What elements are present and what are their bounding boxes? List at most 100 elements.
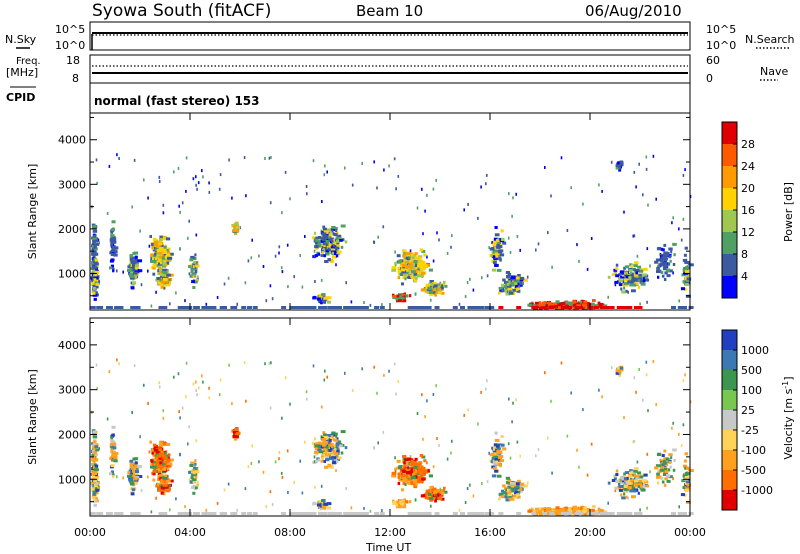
echo-cell [231,429,235,433]
echo-cell [308,512,314,515]
echo-cell [314,450,319,454]
echo-cell [93,472,98,475]
echo-cell [620,287,623,291]
echo-cell [312,502,317,506]
echo-cell [202,175,204,179]
echo-cell [286,449,289,453]
echo-cell [161,248,167,252]
echo-cell [599,306,605,309]
echo-cell [497,462,501,466]
echo-cell [155,466,160,470]
echo-cell [489,512,495,515]
echo-cell [163,476,168,480]
echo-cell [400,272,404,276]
colorbar-segment [722,122,737,145]
echo-cell [636,460,639,464]
echo-cell [382,225,385,229]
echo-cell [195,233,198,237]
echo-cell [329,456,332,460]
echo-cell [684,489,689,492]
echo-cell [152,465,157,469]
echo-cell [504,492,509,496]
echo-cell [577,508,582,512]
colorbar-segment [722,254,737,277]
echo-cell [566,229,569,232]
echo-cell [413,465,418,469]
echo-cell [244,487,247,491]
echo-cell [625,275,631,279]
echo-cell [324,260,329,263]
colorbar-tick-label: 1000 [741,344,769,357]
echo-cell [616,512,622,515]
echo-cell [496,449,500,453]
echo-cell [177,512,183,515]
echo-cell [450,245,452,249]
echo-cell [327,243,330,247]
echo-cell [625,289,628,293]
echo-cell [544,371,546,375]
echo-cell [94,476,100,480]
echo-cell [194,473,198,476]
echo-cell [682,258,688,262]
echo-cell [397,482,401,485]
echo-cell [496,446,501,450]
echo-cell [582,509,588,513]
echo-cell [326,375,328,379]
echo-cell [320,445,324,449]
echo-cell [188,265,192,269]
echo-cell [110,264,114,268]
echo-cell [391,268,396,272]
echo-cell [410,266,416,270]
echo-cell [557,302,562,306]
echo-cell [561,302,566,306]
echo-cell [430,493,433,497]
echo-cell [418,256,422,260]
echo-cell [137,269,143,273]
echo-cell [527,509,532,513]
echo-cell [622,280,625,284]
echo-cell [129,459,134,463]
echo-cell [413,462,419,466]
echo-cell [423,253,427,257]
echo-cell [162,211,165,215]
echo-cell [308,306,314,309]
echo-cell [430,288,433,291]
echo-cell [159,278,163,282]
echo-cell [336,458,341,461]
echo-cell [607,275,611,279]
echo-cell [188,219,190,223]
echo-cell [441,492,444,496]
echo-cell [163,442,166,446]
echo-cell [665,474,671,478]
echo-cell [303,512,309,515]
echo-cell [684,266,689,270]
echo-cell [633,483,638,487]
echo-cell [401,282,404,286]
echo-cell [167,256,172,260]
echo-cell [672,468,676,472]
echo-cell [400,474,405,478]
echo-cell [157,257,161,261]
echo-cell [322,431,326,435]
echo-cell [578,465,580,469]
echo-cell [106,306,111,309]
x-tick-label: 16:00 [474,526,506,539]
echo-cell [376,186,378,190]
echo-cell [381,303,383,307]
echo-cell [668,247,673,251]
colorbar-tick-label: 24 [741,160,755,173]
colorbar-tick-label: 25 [741,404,755,417]
echo-cell [323,378,326,382]
echo-cell [414,475,418,479]
echo-cell [497,453,500,457]
echo-cell [614,489,617,493]
echo-cell [663,461,667,465]
echo-cell [629,469,633,473]
echo-cell [244,281,247,285]
echo-cell [497,247,500,251]
colorbar-tick-label: 12 [741,226,755,239]
echo-cell [663,278,667,281]
echo-cell [629,283,634,287]
echo-cell [553,511,557,514]
